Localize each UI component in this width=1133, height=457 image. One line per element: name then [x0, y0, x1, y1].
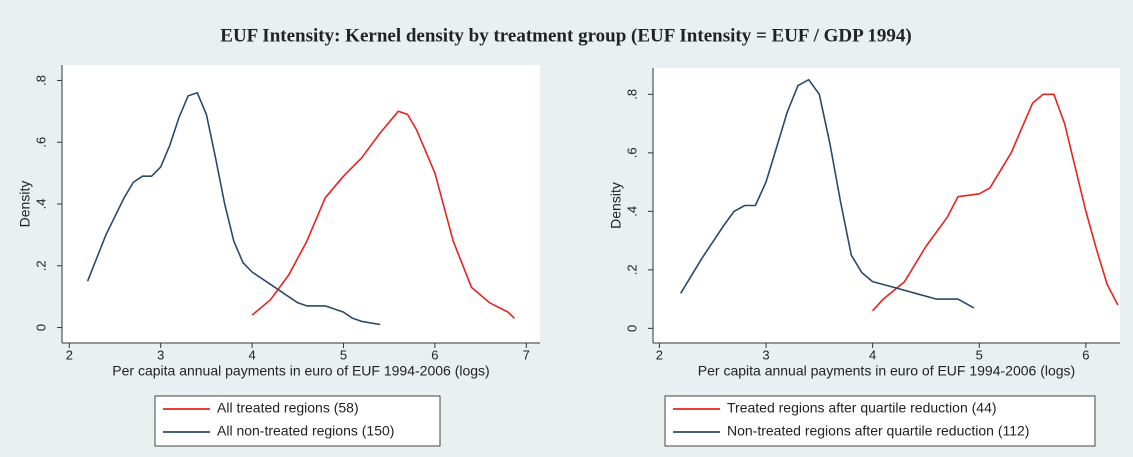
x-tick-label: 7 — [523, 347, 530, 362]
y-tick-label: .6 — [624, 147, 639, 158]
x-tick-label: 2 — [66, 347, 73, 362]
legend-label: All non-treated regions (150) — [217, 423, 394, 439]
density-line — [251, 110, 515, 319]
y-tick-label: .6 — [33, 137, 48, 148]
legend-box — [154, 395, 441, 447]
y-tick-label: .2 — [624, 264, 639, 275]
y-axis-title: Density — [608, 182, 624, 229]
x-tick-label: 2 — [656, 347, 663, 362]
y-tick-label: 0 — [624, 325, 639, 332]
y-tick-label: .4 — [624, 206, 639, 217]
plot-area — [653, 68, 1120, 343]
x-tick-label: 5 — [976, 347, 983, 362]
density-line — [86, 92, 381, 326]
y-axis-title: Density — [17, 181, 33, 228]
x-axis-title: Per capita annual payments in euro of EU… — [112, 363, 489, 379]
y-tick-label: .8 — [33, 75, 48, 86]
x-tick-label: 5 — [340, 347, 347, 362]
legend-label: Non-treated regions after quartile reduc… — [727, 423, 1029, 439]
legend-label: All treated regions (58) — [217, 400, 359, 416]
y-tick-label: .2 — [33, 260, 48, 271]
y-tick-label: .4 — [33, 199, 48, 210]
density-line — [680, 78, 975, 309]
y-tick-label: .8 — [624, 89, 639, 100]
x-tick-label: 6 — [431, 347, 438, 362]
x-tick-label: 4 — [248, 347, 255, 362]
plot-area — [62, 65, 540, 343]
legend-label: Treated regions after quartile reduction… — [727, 400, 997, 416]
figure-title: EUF Intensity: Kernel density by treatme… — [220, 25, 911, 46]
x-tick-label: 4 — [869, 347, 876, 362]
legend-box — [664, 395, 1096, 447]
x-tick-label: 3 — [762, 347, 769, 362]
density-line — [872, 93, 1119, 312]
x-tick-label: 3 — [157, 347, 164, 362]
y-tick-label: 0 — [33, 324, 48, 331]
x-tick-label: 6 — [1082, 347, 1089, 362]
x-axis-title: Per capita annual payments in euro of EU… — [698, 363, 1075, 379]
